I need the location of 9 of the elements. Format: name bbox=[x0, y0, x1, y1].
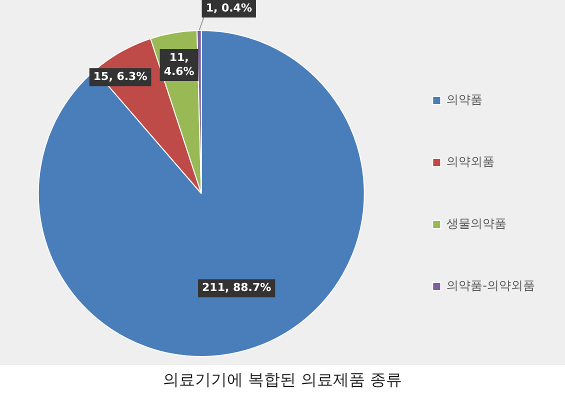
legend-label: 생물의약품 bbox=[446, 216, 507, 231]
legend-label: 의약품 bbox=[446, 92, 483, 107]
text: 의료기기에 복합된 의료제품 종류 bbox=[162, 370, 404, 391]
legend-label: 의약외품 bbox=[446, 154, 495, 169]
data-label: 211, 88.7% bbox=[202, 281, 272, 294]
data-label: 11, 4.6% bbox=[164, 50, 194, 78]
data-label: 1, 0.4% bbox=[206, 1, 252, 14]
data-label: 15, 6.3% bbox=[93, 70, 148, 84]
legend-label: 의약품-의약외품 bbox=[446, 278, 536, 293]
